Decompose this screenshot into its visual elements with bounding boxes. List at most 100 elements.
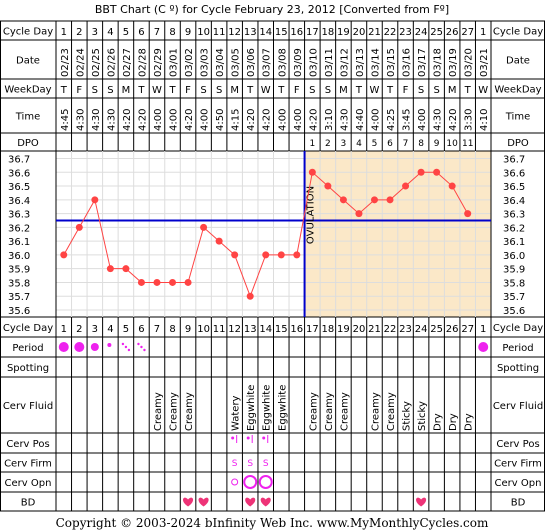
period-spotting-marker	[140, 345, 143, 349]
cycle-day-label: 2	[76, 27, 82, 38]
weekday-label: S	[309, 85, 315, 96]
cycle-day-label: 1	[61, 324, 67, 335]
period-medium-marker	[90, 343, 99, 351]
cerv-fluid-label: Creamy	[308, 392, 319, 431]
date-label: 03/11	[324, 48, 335, 77]
temperature-point	[277, 251, 285, 259]
cycle-day-label: 18	[322, 324, 335, 335]
cerv-pos-dot	[231, 436, 235, 440]
cycle-day-label: 7	[154, 324, 160, 335]
y-tick-label-left: 36.3	[8, 210, 30, 221]
weekday-label: T	[464, 85, 472, 96]
y-tick-label-left: 36.2	[8, 223, 30, 234]
time-label: 4:50	[215, 109, 226, 131]
weekday-label: M	[122, 85, 131, 96]
cycle-day-label: 14	[259, 324, 272, 335]
dpo-label: 11	[462, 139, 473, 149]
temperature-point	[184, 278, 192, 286]
cycle-day-label: 26	[446, 27, 459, 38]
cycle-day-label: 13	[244, 324, 257, 335]
cycle-day-label: 9	[185, 324, 191, 335]
date-label: 03/15	[386, 48, 397, 77]
time-label: 4:20	[184, 109, 195, 131]
y-tick-label-left: 35.9	[8, 265, 30, 276]
row-label-left: Cerv Firm	[4, 459, 52, 470]
cerv-fluid-label: Creamy	[339, 392, 350, 431]
weekday-label: S	[433, 85, 439, 96]
row-label-right: Time	[505, 112, 530, 123]
cerv-pos-dot	[262, 436, 266, 440]
time-label: 4:20	[246, 109, 257, 131]
row-label-left: Cerv Pos	[6, 439, 49, 450]
date-label: 02/29	[153, 48, 164, 77]
chart-title: BBT Chart (C º) for Cycle February 23, 2…	[95, 3, 449, 16]
weekday-label: W	[261, 85, 271, 96]
temperature-point	[370, 196, 378, 204]
cycle-day-label: 16	[290, 324, 303, 335]
row-label-left: Date	[16, 56, 40, 67]
row-label-left: Cycle Day	[3, 27, 53, 38]
time-label: 4:15	[231, 109, 242, 131]
time-label: 4:20	[122, 109, 133, 131]
y-tick-label-right: 35.6	[503, 306, 525, 317]
y-tick-label-left: 36.0	[8, 251, 30, 262]
time-label: 4:20	[262, 109, 273, 131]
dpo-label: 3	[341, 139, 347, 149]
row-label-left: Cycle Day	[3, 323, 53, 334]
time-label: 4:30	[91, 109, 102, 131]
time-label: 4:00	[370, 109, 381, 131]
cycle-day-label: 1	[61, 27, 67, 38]
period-light-marker	[107, 343, 112, 347]
cycle-day-label: 6	[138, 27, 144, 38]
date-label: 03/12	[339, 48, 350, 77]
dpo-label: 5	[372, 139, 378, 149]
cycle-day-label: 20	[353, 324, 366, 335]
temperature-point	[417, 168, 425, 176]
cycle-day-label: 25	[430, 324, 443, 335]
y-tick-label-right: 36.7	[503, 155, 525, 166]
cycle-day-label: 4	[107, 27, 113, 38]
y-tick-label-right: 36.1	[503, 237, 525, 248]
temperature-point	[169, 278, 177, 286]
time-label: 4:45	[60, 109, 71, 131]
date-label: 03/02	[184, 48, 195, 77]
cycle-day-label: 23	[399, 324, 412, 335]
temperature-point	[91, 196, 99, 204]
weekday-label: M	[230, 85, 239, 96]
period-heavy-marker	[478, 342, 489, 352]
period-spotting-marker	[127, 348, 131, 352]
bd-heart-marker	[198, 497, 209, 507]
cerv-firm-label: S	[247, 459, 253, 469]
cycle-day-label: 3	[92, 324, 98, 335]
date-label: 03/01	[169, 48, 180, 77]
date-label: 03/07	[262, 48, 273, 77]
y-tick-label-right: 35.7	[503, 292, 525, 303]
row-label-right: Spotting	[497, 363, 539, 374]
row-label-left: Cerv Fluid	[3, 401, 53, 412]
cerv-fluid-label: Creamy	[153, 392, 164, 431]
date-label: 03/20	[464, 48, 475, 77]
bd-heart-marker	[416, 497, 427, 507]
time-label: 4:30	[106, 109, 117, 131]
cycle-day-label: 12	[228, 27, 241, 38]
temperature-point	[448, 182, 456, 190]
temperature-point	[339, 196, 347, 204]
time-label: 4:30	[339, 109, 350, 131]
cerv-opn-large-marker	[258, 475, 273, 489]
cycle-day-label: 8	[169, 27, 175, 38]
time-label: 4:30	[433, 109, 444, 131]
y-tick-label-left: 35.7	[8, 292, 30, 303]
weekday-label: T	[246, 85, 254, 96]
row-label-right: Cerv Fluid	[493, 401, 543, 412]
cycle-day-label: 8	[169, 324, 175, 335]
weekday-label: F	[294, 85, 300, 96]
temperature-point	[433, 168, 441, 176]
weekday-label: T	[277, 85, 285, 96]
cerv-fluid-label: Dry	[464, 413, 475, 431]
period-spotting-marker	[121, 342, 125, 346]
weekday-label: F	[185, 85, 191, 96]
temperature-point	[106, 265, 114, 273]
cerv-fluid-label: Creamy	[184, 392, 195, 431]
date-label: 03/16	[402, 48, 413, 77]
date-label: 03/17	[417, 48, 428, 77]
